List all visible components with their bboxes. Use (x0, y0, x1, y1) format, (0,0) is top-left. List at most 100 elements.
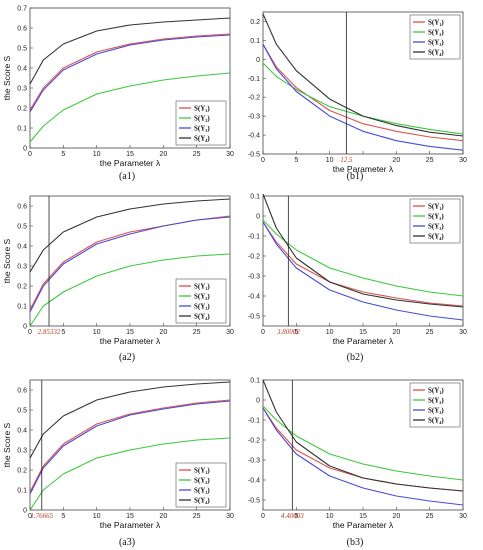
legend-label-4: S(Y₄) (194, 313, 210, 321)
legend-label-3: S(Y₃) (194, 125, 210, 133)
x-tick-label: 20 (392, 157, 400, 164)
series-line-4 (29, 17, 231, 85)
x-tick-label: 25 (193, 513, 201, 520)
y-tick-label: 0.5 (17, 408, 27, 415)
y-tick-label: 0.4 (17, 244, 27, 251)
y-tick-label: 0.2 (17, 106, 27, 113)
y-tick-label: -0.2 (248, 254, 260, 261)
y-tick-label: 0.3 (17, 448, 27, 455)
series-line-4 (262, 193, 464, 308)
x-tick-label: 10 (326, 329, 334, 336)
chart-panel-a1: 0 5 10 15 20 25 30 0 0.1 0.2 0.3 0.4 0.5 0.6 0.7 the Pa… (2, 6, 234, 183)
legend-label-3: S(Y₃) (194, 303, 210, 311)
legend-label-1: S(Y₁) (194, 283, 210, 291)
x-tick-label: 30 (226, 513, 234, 520)
x-tick-label: 30 (226, 151, 234, 158)
y-tick-label: -0.5 (248, 152, 260, 159)
y-tick-label: 0.2 (17, 468, 27, 475)
y-tick-label: -0.3 (248, 114, 260, 121)
legend-label-1: S(Y₁) (428, 203, 444, 211)
y-tick-label: 0.4 (17, 66, 27, 73)
y-tick-label: 0.5 (17, 46, 27, 53)
panel-caption: (b1) (347, 171, 364, 182)
x-tick-label: 25 (426, 513, 434, 520)
x-tick-label: 15 (126, 151, 134, 158)
legend-label-2: S(Y₂) (194, 477, 210, 485)
chart-panel-a3: 0 5 10 15 20 25 30 0 0.1 0.2 0.3 0.4 0.5 0.6 the Param… (2, 379, 234, 548)
threshold-label: 3.80002 (276, 328, 300, 336)
x-tick-label: 10 (326, 157, 334, 164)
series-line-3 (29, 216, 231, 313)
x-tick-label: 30 (459, 329, 467, 336)
legend-label-2: S(Y₂) (194, 293, 210, 301)
y-tick-label: -0.3 (248, 274, 260, 281)
x-axis-label: the Parameter λ (100, 158, 161, 168)
y-tick-label: 0.1 (250, 194, 260, 201)
y-tick-label: 0.6 (17, 26, 27, 33)
chart-panel-a2: 0 5 10 15 20 25 30 0 0.1 0.2 0.3 0.4 0.5 0.6 the Param… (2, 195, 234, 363)
series-line-4 (29, 198, 231, 273)
legend-label-3: S(Y₃) (428, 223, 444, 231)
x-tick-label: 25 (193, 151, 201, 158)
y-tick-label: 0.2 (17, 284, 27, 291)
legend: S(Y₁) S(Y₂) S(Y₃) S(Y₄) (175, 462, 227, 508)
legend: S(Y₁) S(Y₂) S(Y₃) S(Y₄) (175, 278, 227, 324)
x-tick-label: 15 (126, 329, 134, 336)
x-axis-label: the Parameter λ (333, 164, 394, 174)
legend-label-3: S(Y₃) (194, 487, 210, 495)
series-line-3 (29, 34, 231, 113)
y-tick-label: -0.4 (248, 478, 260, 485)
y-tick-label: -0.1 (248, 418, 260, 425)
y-tick-label: 0 (23, 324, 27, 331)
x-tick-label: 15 (359, 329, 367, 336)
y-tick-label: -0.4 (248, 294, 260, 301)
x-tick-label: 20 (392, 513, 400, 520)
x-tick-label: 30 (226, 329, 234, 336)
x-tick-label: 5 (294, 157, 298, 164)
y-tick-label: 0.7 (17, 6, 27, 13)
y-tick-label: 0.1 (17, 488, 27, 495)
x-tick-label: 0 (28, 329, 32, 336)
series-line-2 (29, 253, 231, 327)
series-line-3 (262, 407, 464, 506)
y-tick-label: 0.4 (17, 428, 27, 435)
panel-caption: (b3) (347, 537, 364, 548)
y-tick-label: -0.2 (248, 95, 260, 102)
y-tick-label: 0.6 (17, 388, 27, 395)
panel-caption: (a3) (119, 537, 135, 548)
series-line-2 (29, 72, 231, 143)
y-tick-label: -0.4 (248, 133, 260, 140)
x-tick-label: 20 (392, 329, 400, 336)
panel-caption: (a1) (119, 171, 135, 182)
y-tick-label: -0.5 (248, 314, 260, 321)
x-tick-label: 5 (61, 151, 65, 158)
panel-caption: (a2) (119, 352, 135, 363)
x-tick-label: 15 (359, 513, 367, 520)
x-tick-label: 20 (159, 513, 167, 520)
series-line-2 (262, 405, 464, 481)
y-axis-label: the Score S (2, 238, 12, 283)
x-tick-label: 25 (426, 157, 434, 164)
legend-label-1: S(Y₁) (428, 19, 444, 27)
y-axis-label: the Score S (2, 55, 12, 100)
y-tick-label: -0.3 (248, 458, 260, 465)
series-line-1 (29, 399, 231, 493)
legend: S(Y₁) S(Y₂) S(Y₃) S(Y₄) (409, 14, 461, 60)
series-line-4 (262, 379, 464, 492)
y-tick-label: -0.1 (248, 76, 260, 83)
series-line-2 (262, 219, 464, 297)
x-tick-label: 20 (159, 329, 167, 336)
threshold-label: 2.85332 (38, 328, 61, 336)
x-tick-label: 5 (294, 513, 298, 520)
legend-label-1: S(Y₁) (194, 467, 210, 475)
y-axis-label: the Score S (2, 422, 12, 467)
series-line-3 (29, 400, 231, 495)
y-tick-label: 0 (256, 398, 260, 405)
legend-label-4: S(Y₄) (194, 135, 210, 143)
y-tick-label: 0.6 (17, 204, 27, 211)
y-tick-label: -0.2 (248, 438, 260, 445)
y-tick-label: 0 (23, 146, 27, 153)
threshold-label: 1.76665 (30, 512, 53, 520)
legend-label-3: S(Y₃) (428, 39, 444, 47)
y-tick-label: 0 (23, 508, 27, 515)
